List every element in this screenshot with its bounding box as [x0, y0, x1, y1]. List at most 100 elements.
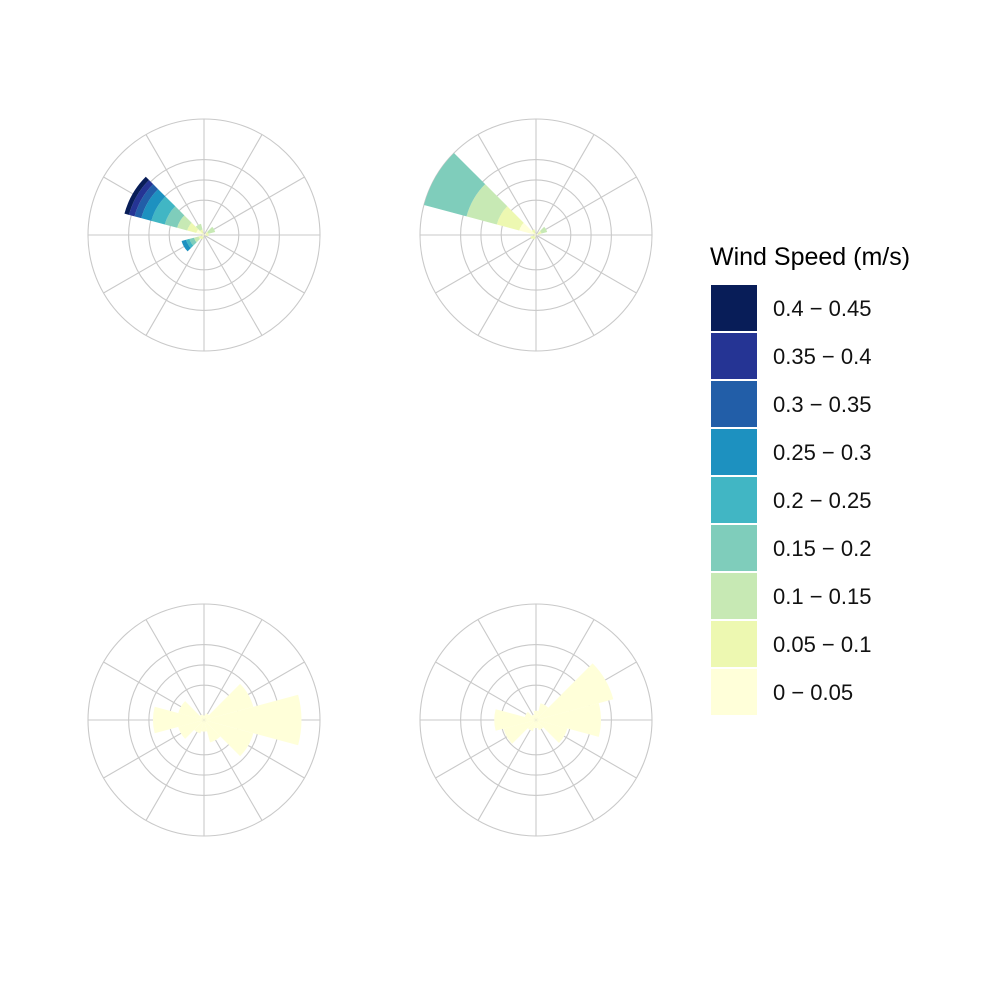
- grid-spoke: [145, 134, 205, 236]
- wind-wedge-band: [536, 234, 539, 236]
- legend-swatch: [711, 669, 757, 715]
- wind-wedge-band: [202, 232, 204, 235]
- legend-title: Wind Speed (m/s): [710, 243, 910, 271]
- legend: Wind Speed (m/s) 0.4 − 0.45 0.35 − 0.4 0.3…: [710, 243, 910, 715]
- legend-label: 0.25 − 0.3: [773, 440, 871, 465]
- wind-wedge-band: [519, 222, 536, 235]
- wind-wedge-band: [200, 236, 204, 240]
- grid-spoke: [535, 619, 595, 721]
- legend-label: 0.15 − 0.2: [773, 536, 871, 561]
- legend-item: 0.1 − 0.15: [711, 573, 871, 619]
- grid-spoke: [203, 234, 305, 294]
- wind-wedge-band: [496, 206, 524, 231]
- wind-wedge-band: [524, 711, 536, 720]
- grid-spoke: [535, 176, 637, 236]
- wind-wedge-band: [141, 189, 166, 221]
- grid-spoke: [145, 719, 205, 821]
- grid-spoke: [203, 619, 263, 721]
- legend-item: 0.05 − 0.1: [711, 621, 871, 667]
- grid-spoke: [145, 234, 205, 336]
- legend-label: 0.4 − 0.45: [773, 296, 871, 321]
- wind-wedges: [124, 176, 216, 252]
- wind-wedge-band: [204, 713, 209, 720]
- wind-wedge-band: [186, 238, 194, 249]
- grid-spoke: [203, 176, 305, 236]
- wind-wedge-band: [534, 235, 536, 238]
- wind-wedge-band: [177, 215, 192, 231]
- wind-wedge-band: [466, 184, 508, 225]
- wind-wedge-band: [531, 229, 536, 234]
- grid-spoke: [477, 719, 537, 821]
- wind-wedge-band: [536, 720, 568, 743]
- grid-spoke: [477, 619, 537, 721]
- wind-wedge-band: [527, 720, 536, 732]
- wind-wedge-band: [536, 233, 539, 235]
- grid-spoke: [535, 234, 595, 336]
- wind-wedge-band: [124, 176, 150, 215]
- wind-rose-panel-1: [87, 118, 321, 352]
- wind-wedge-band: [199, 229, 204, 234]
- wind-wedge-band: [164, 206, 185, 228]
- wind-rose-panel-2: [419, 118, 653, 352]
- legend-swatch: [711, 429, 757, 475]
- grid-spoke: [477, 134, 537, 236]
- wind-wedges: [423, 152, 548, 240]
- grid-spoke: [535, 134, 595, 236]
- wind-wedge-band: [540, 226, 548, 234]
- legend-label: 0.2 − 0.25: [773, 488, 871, 513]
- wind-wedge-band: [198, 235, 203, 240]
- wind-wedge-band: [201, 235, 204, 237]
- wind-wedge-band: [207, 226, 216, 234]
- wind-wedge-band: [533, 710, 539, 720]
- wind-wedge-band: [181, 239, 191, 252]
- legend-label: 0.3 − 0.35: [773, 392, 871, 417]
- wind-wedge-band: [204, 720, 221, 743]
- polar-grid: [419, 118, 653, 352]
- legend-label: 0.1 − 0.15: [773, 584, 871, 609]
- legend-item: 0 − 0.05: [711, 669, 853, 715]
- grid-spoke: [435, 661, 537, 721]
- wind-wedge-band: [531, 714, 536, 720]
- legend-item: 0.3 − 0.35: [711, 381, 871, 427]
- legend-swatch: [711, 621, 757, 667]
- wind-wedge-band: [423, 152, 486, 217]
- legend-item: 0.35 − 0.4: [711, 333, 871, 379]
- grid-spoke: [477, 234, 537, 336]
- wind-wedge-band: [196, 229, 204, 235]
- legend-swatch: [711, 333, 757, 379]
- wind-wedge-band: [503, 720, 536, 744]
- wind-wedge-band: [204, 234, 207, 236]
- legend-label: 0.05 − 0.1: [773, 632, 871, 657]
- wind-wedge-band: [200, 720, 208, 732]
- wind-wedge-band: [193, 236, 200, 243]
- wind-wedge-band: [204, 720, 254, 757]
- wind-wedge-band: [536, 703, 549, 720]
- wind-wedge-band: [532, 236, 536, 240]
- grid-spoke: [203, 134, 263, 236]
- wind-wedge-band: [187, 222, 199, 233]
- wind-wedge-band: [533, 720, 539, 729]
- wind-wedge-band: [199, 714, 204, 720]
- legend-label: 0.35 − 0.4: [773, 344, 871, 369]
- wind-wedge-band: [530, 235, 535, 240]
- grid-spoke: [535, 234, 637, 294]
- wind-wedge-band: [206, 233, 209, 237]
- legend-items: 0.4 − 0.45 0.35 − 0.4 0.3 − 0.35 0.25 − 0.3…: [711, 285, 871, 715]
- grid-spoke: [145, 619, 205, 721]
- legend-item: 0.4 − 0.45: [711, 285, 871, 331]
- legend-item: 0.25 − 0.3: [711, 429, 871, 475]
- wind-wedge-band: [204, 694, 302, 746]
- legend-label: 0 − 0.05: [773, 680, 853, 705]
- wind-wedge-band: [151, 196, 176, 225]
- wind-wedge-band: [202, 235, 204, 238]
- wind-wedge-band: [195, 223, 203, 231]
- wind-wedge-band: [534, 232, 536, 235]
- wind-wedge-band: [536, 703, 601, 737]
- wind-wedge-band: [204, 683, 254, 720]
- wind-rose-panels: [87, 118, 653, 837]
- wind-wedge-band: [178, 701, 204, 720]
- wind-wedge-band: [537, 230, 542, 235]
- legend-swatch: [711, 573, 757, 619]
- legend-item: 0.15 − 0.2: [711, 525, 871, 571]
